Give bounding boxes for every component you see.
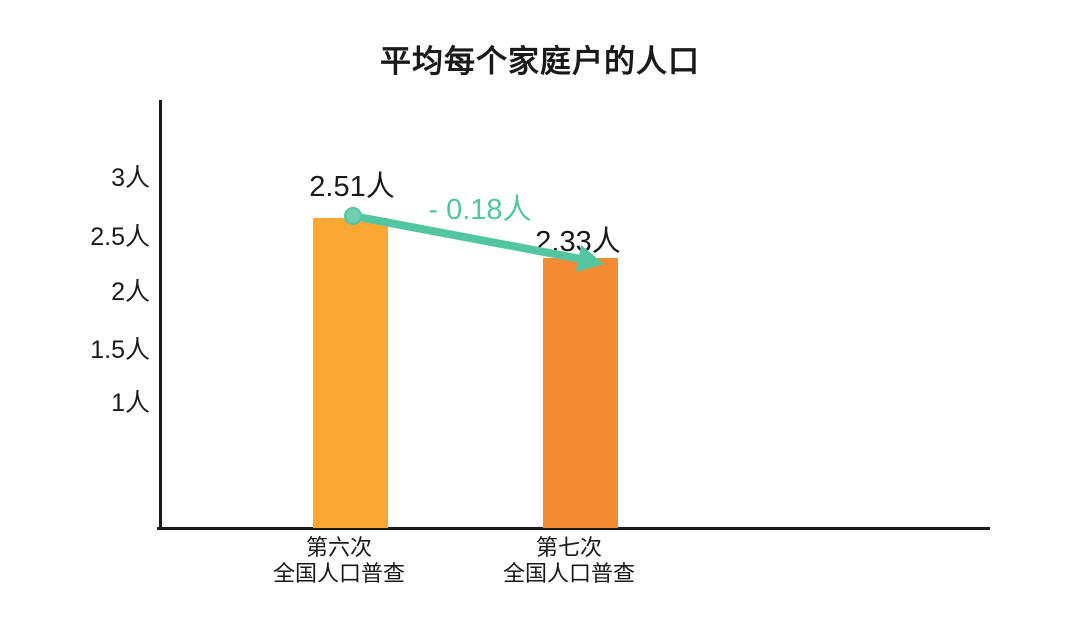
bar-seventh-census bbox=[543, 258, 618, 528]
x-category-sixth-line2: 全国人口普查 bbox=[272, 561, 405, 586]
y-tick-3: 3人 bbox=[111, 164, 150, 192]
bar-value-label-sixth: 2.51人 bbox=[309, 171, 395, 203]
x-axis-line bbox=[157, 527, 990, 530]
y-tick-2: 2人 bbox=[111, 278, 150, 306]
x-category-seventh-line2: 全国人口普查 bbox=[502, 561, 635, 586]
bar-sixth-census bbox=[313, 218, 388, 528]
y-tick-1: 1人 bbox=[111, 389, 150, 417]
x-category-sixth-line1: 第六次 bbox=[305, 535, 372, 560]
x-category-sixth-census: 第六次 全国人口普查 bbox=[229, 535, 449, 587]
y-axis-line bbox=[159, 100, 162, 530]
y-tick-2-5: 2.5人 bbox=[90, 223, 150, 251]
chart-title: 平均每个家庭户的人口 bbox=[380, 44, 700, 79]
x-category-seventh-line1: 第七次 bbox=[535, 535, 602, 560]
decrease-annotation-label: - 0.18人 bbox=[428, 194, 532, 226]
y-tick-1-5: 1.5人 bbox=[90, 336, 150, 364]
x-category-seventh-census: 第七次 全国人口普查 bbox=[459, 535, 679, 587]
